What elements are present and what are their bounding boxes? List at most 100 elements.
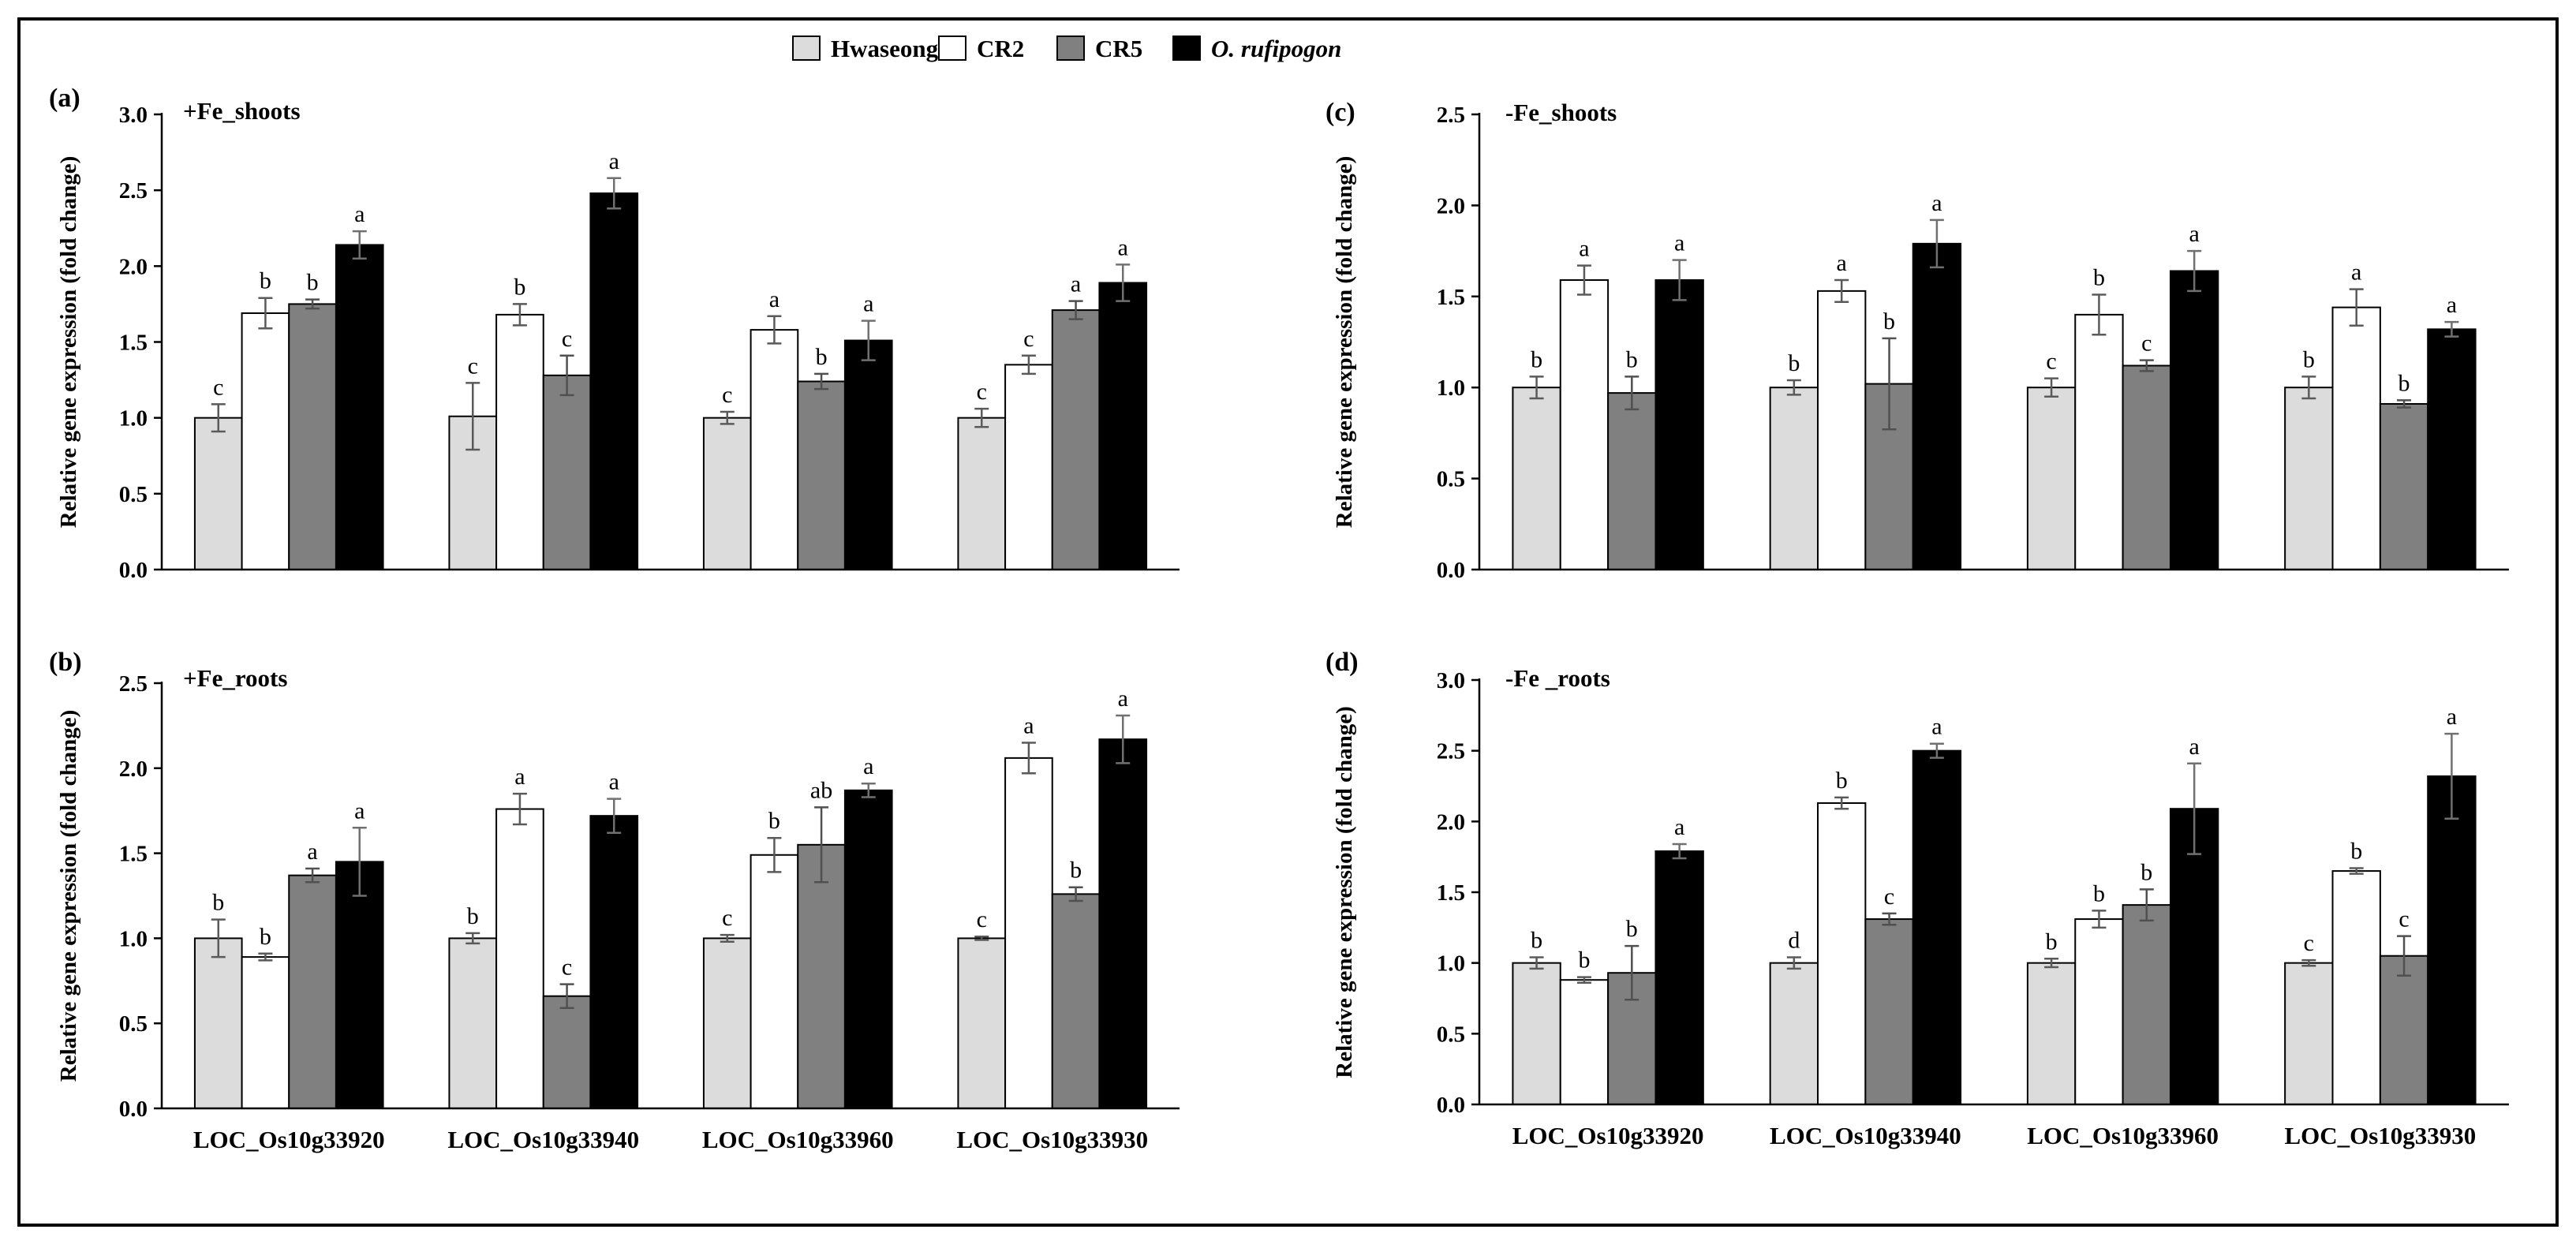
legend-item-cr5: CR5 — [1056, 35, 1142, 62]
significance-letter: c — [2304, 930, 2314, 956]
significance-letter: a — [863, 291, 873, 317]
y-tick-label: 1.5 — [1437, 285, 1465, 310]
legend-label: O. rufipogon — [1211, 35, 1341, 62]
bar-cr2 — [1559, 979, 1610, 1105]
bar-hwaseong — [193, 417, 243, 571]
significance-letter: a — [1118, 234, 1128, 260]
significance-letter: c — [1884, 884, 1894, 910]
significance-letter: b — [2398, 370, 2410, 396]
bar-hwaseong — [1769, 387, 1819, 571]
significance-letter: a — [609, 148, 619, 174]
significance-letter: b — [212, 890, 224, 916]
bar-cr5 — [797, 843, 846, 1109]
bar-o-rufipogon — [2169, 808, 2219, 1106]
y-tick-label: 0.0 — [1437, 1093, 1465, 1118]
bar-cr2 — [241, 312, 290, 570]
bar-o-rufipogon — [1098, 738, 1148, 1109]
significance-letter: a — [2189, 734, 2199, 760]
x-category-label: LOC_Os10g33940 — [447, 1126, 639, 1153]
bar-o-rufipogon — [335, 244, 384, 570]
bar-o-rufipogon — [1912, 749, 1962, 1106]
significance-letter: b — [2093, 264, 2105, 290]
significance-letter: a — [769, 286, 780, 312]
significance-letter: b — [1531, 927, 1542, 953]
significance-letter: a — [1931, 714, 1942, 740]
y-tick-label: 2.0 — [1437, 193, 1465, 219]
legend-label: CR2 — [977, 35, 1024, 62]
significance-letter: b — [260, 268, 271, 294]
significance-letter: b — [2046, 929, 2058, 955]
significance-letter: b — [260, 924, 271, 950]
bar-cr2 — [750, 854, 799, 1109]
bar-o-rufipogon — [1654, 279, 1704, 570]
bar-cr5 — [2379, 402, 2429, 570]
bar-o-rufipogon — [1654, 850, 1704, 1105]
bar-cr2 — [1817, 802, 1867, 1106]
significance-letter: a — [1579, 236, 1589, 262]
significance-letter: b — [2303, 346, 2315, 372]
significance-letter: c — [977, 379, 987, 405]
significance-letter: c — [1023, 326, 1034, 352]
bar-cr2 — [241, 956, 290, 1109]
y-axis-label: Relative gene expression (fold change) — [1332, 156, 1357, 528]
significance-letter: a — [2447, 292, 2457, 318]
significance-letter: b — [816, 344, 828, 370]
y-tick-label: 3.0 — [119, 103, 148, 128]
significance-letter: b — [2350, 839, 2362, 865]
significance-letter: a — [2189, 221, 2199, 247]
bar-hwaseong — [957, 937, 1007, 1110]
significance-letter: b — [768, 808, 780, 834]
x-category-label: LOC_Os10g33960 — [2027, 1122, 2219, 1149]
panel-title: -Fe _roots — [1505, 664, 1610, 692]
panel-tag: (b) — [49, 648, 82, 677]
significance-letter: b — [1883, 308, 1895, 334]
bar-o-rufipogon — [1098, 282, 1148, 570]
panel-title: -Fe_shoots — [1505, 99, 1617, 126]
significance-letter: a — [2447, 704, 2457, 730]
bar-cr5 — [1051, 893, 1101, 1109]
bar-cr2 — [2074, 918, 2124, 1106]
y-tick-label: 0.5 — [119, 482, 148, 507]
bar-cr2 — [2074, 313, 2124, 570]
legend-swatch — [792, 35, 821, 61]
panel-tag: (d) — [1325, 648, 1359, 677]
significance-letter: b — [307, 270, 319, 296]
significance-letter: c — [2141, 331, 2152, 357]
legend-item-cr2: CR2 — [938, 35, 1024, 62]
significance-letter: a — [307, 839, 317, 865]
chart-panel-c: (c) -Fe_shoots Relative gene expression (f… — [1325, 98, 2509, 583]
bar-cr5 — [1864, 918, 1914, 1106]
bar-o-rufipogon — [335, 861, 384, 1109]
bar-o-rufipogon — [843, 789, 893, 1109]
bar-hwaseong — [2026, 387, 2077, 571]
bar-o-rufipogon — [2427, 328, 2477, 570]
x-category-label: LOC_Os10g33920 — [1512, 1122, 1704, 1149]
x-category-label: LOC_Os10g33930 — [956, 1126, 1148, 1153]
bar-cr5 — [288, 303, 337, 570]
y-tick-label: 0.5 — [1437, 467, 1465, 492]
y-tick-label: 3.0 — [1437, 668, 1465, 693]
bar-cr5 — [2122, 904, 2171, 1106]
significance-letter: b — [514, 274, 525, 300]
legend-swatch — [1172, 35, 1201, 61]
significance-letter: a — [1674, 230, 1684, 256]
bar-hwaseong — [193, 937, 243, 1110]
y-axis-label: Relative gene expression (fold change) — [56, 710, 81, 1082]
bar-cr5 — [288, 874, 337, 1110]
significance-letter: a — [1118, 686, 1128, 712]
legend-item-o-rufipogon: O. rufipogon — [1172, 35, 1341, 62]
bar-cr2 — [1817, 290, 1867, 570]
significance-letter: b — [1788, 350, 1800, 376]
y-tick-label: 1.0 — [119, 926, 148, 951]
bar-cr2 — [750, 329, 799, 570]
legend: Hwaseong CR2 CR5 O. rufipogon — [792, 35, 1341, 62]
significance-letter: b — [2140, 859, 2152, 885]
bar-o-rufipogon — [2427, 775, 2477, 1105]
legend-label: Hwaseong — [831, 35, 939, 62]
bar-hwaseong — [957, 417, 1007, 571]
significance-letter: c — [562, 326, 572, 352]
significance-letter: a — [1674, 814, 1684, 840]
x-category-label: LOC_Os10g33930 — [2284, 1122, 2476, 1149]
y-tick-label: 2.0 — [119, 757, 148, 782]
